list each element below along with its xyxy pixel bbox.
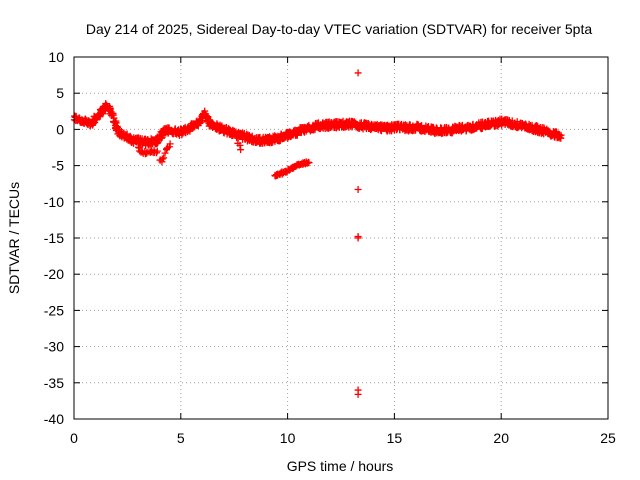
y-tick-label: -15 — [44, 230, 64, 246]
outlier-point — [354, 390, 362, 398]
y-tick-label: 0 — [56, 121, 64, 137]
data-point — [305, 159, 313, 167]
y-tick-label: -40 — [44, 411, 64, 427]
data-point — [153, 147, 161, 155]
data-point — [152, 149, 160, 157]
x-tick-label: 5 — [177, 430, 185, 446]
outlier-point — [354, 69, 362, 77]
data-point — [557, 131, 565, 139]
outlier-point — [354, 234, 362, 242]
y-tick-label: -20 — [44, 266, 64, 282]
x-tick-label: 20 — [493, 430, 509, 446]
x-tick-label: 15 — [387, 430, 403, 446]
data-point — [237, 146, 245, 154]
y-tick-label: -10 — [44, 194, 64, 210]
y-tick-label: -5 — [52, 158, 65, 174]
chart-title: Day 214 of 2025, Sidereal Day-to-day VTE… — [86, 21, 593, 37]
axis-ticks: 0 5 10 15 20 25 10 5 0 -5 -10 -15 -20 -25 -30 -35 -40 — [44, 49, 616, 446]
x-tick-label: 0 — [70, 430, 78, 446]
x-tick-label: 25 — [600, 430, 616, 446]
x-axis-title: GPS time / hours — [287, 458, 394, 474]
y-tick-label: 10 — [48, 49, 64, 65]
outlier-point — [354, 185, 362, 193]
y-axis-title: SDTVAR / TECUs — [6, 182, 22, 294]
data-point — [160, 154, 168, 162]
x-tick-label: 10 — [280, 430, 296, 446]
y-tick-label: -30 — [44, 339, 64, 355]
y-tick-label: 5 — [56, 85, 64, 101]
data-points — [70, 69, 565, 398]
data-point — [166, 140, 174, 148]
data-point — [112, 119, 120, 127]
data-point — [158, 155, 166, 163]
data-point — [161, 149, 169, 157]
y-tick-label: -25 — [44, 302, 64, 318]
y-tick-label: -35 — [44, 375, 64, 391]
